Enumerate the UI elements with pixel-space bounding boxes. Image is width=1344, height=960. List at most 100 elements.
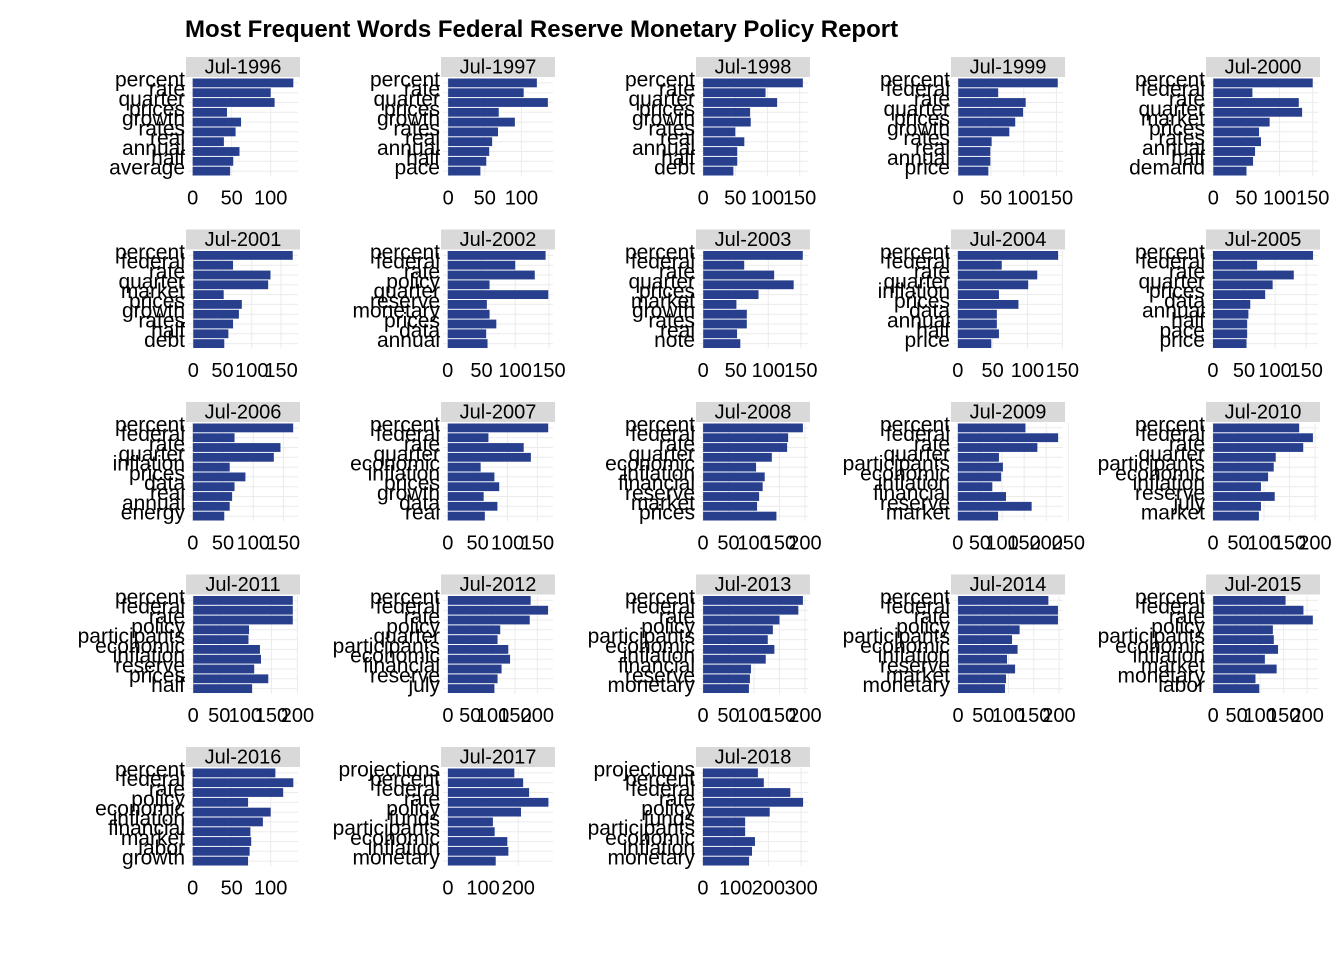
bar [447,462,481,472]
category-label: rate [149,78,185,101]
category-label: rate [404,606,440,629]
category-label: rates [648,310,695,333]
category-label: half [1171,310,1205,333]
bar [192,433,235,443]
category-label: half [151,147,185,170]
category-label: economic [860,635,950,658]
x-tick-label: 0 [188,705,199,727]
category-label: prices [129,290,185,313]
category-label: inflation [368,462,440,485]
category-label: federal [121,251,185,274]
x-tick-label: 50 [717,705,739,727]
bar [447,778,524,788]
bar [193,684,253,694]
strip [951,574,1065,595]
bar [1213,644,1279,654]
category-label: market [631,492,695,515]
category-label: annual [377,329,440,352]
category-label: federal [121,768,185,791]
bar [447,299,487,309]
category-label: inflation [1133,645,1205,668]
x-tick-label: 150 [783,187,816,209]
category-label: annual [887,147,950,170]
category-label: average [109,157,185,180]
category-label: percent [1135,68,1205,91]
category-label: economic [350,645,440,668]
x-tick-label: 150 [498,705,531,727]
bar [192,807,271,817]
panel-title: Jul-2015 [1225,574,1302,596]
category-label: financial [873,482,950,505]
category-label: market [886,502,950,525]
bar [447,654,511,664]
bar [703,319,747,329]
bar [1212,299,1251,309]
category-label: july [407,674,440,697]
bar [703,309,747,319]
bar [703,156,738,166]
category-label: reserve [625,482,695,505]
category-label: half [151,674,185,697]
category-label: reserve [625,664,695,687]
bar [447,797,549,807]
category-label: growth [122,300,185,323]
x-tick-label: 50 [221,877,243,899]
bar [703,452,772,462]
bar [1213,433,1313,443]
category-label: real [660,127,695,150]
category-label: inflation [113,453,185,476]
category-label: labor [1158,674,1205,697]
x-tick-label: 0 [442,360,453,382]
bar [1213,137,1262,147]
category-label: participants [333,635,440,658]
bar [192,817,263,827]
panel-title: Jul-2005 [1225,229,1302,251]
category-label: rate [659,433,695,456]
bar [192,856,249,866]
x-tick-label: 100 [235,360,268,382]
category-label: quarter [118,443,185,466]
bar [447,501,498,511]
category-label: growth [122,847,185,870]
x-tick-label: 50 [470,360,492,382]
category-label: reserve [880,492,950,515]
category-label: prices [639,502,695,525]
x-tick-label: 0 [1208,532,1219,554]
bar [447,280,490,290]
bar [1213,98,1299,107]
bar [703,674,750,684]
category-label: inflation [623,645,695,668]
category-label: annual [1142,137,1205,160]
bar [447,443,524,452]
x-tick-label: 200 [1291,705,1324,727]
category-label: price [904,157,950,180]
category-label: rate [404,261,440,284]
x-tick-label: 50 [725,360,747,382]
category-label: half [916,319,950,342]
x-tick-label: 100 [229,705,262,727]
category-label: prices [1149,280,1205,303]
bar [192,147,240,156]
category-label: market [631,290,695,313]
category-label: rate [914,606,950,629]
bar [703,137,745,147]
category-label: policy [386,615,440,638]
category-label: federal [121,596,185,619]
category-label: energy [121,502,186,525]
category-label: federal [1141,78,1205,101]
category-label: percent [115,241,185,264]
bar [703,472,765,482]
bar [447,482,500,492]
strip [696,574,810,595]
category-label: inflation [1133,472,1205,495]
bar [447,290,549,300]
bar [958,595,1049,605]
category-label: percent [115,586,185,609]
category-label: annual [887,310,950,333]
category-label: pace [1159,319,1205,342]
bar [192,501,230,511]
x-tick-label: 50 [208,705,230,727]
x-tick-label: 100 [491,532,524,554]
category-label: prices [894,108,950,131]
bar [193,339,225,349]
